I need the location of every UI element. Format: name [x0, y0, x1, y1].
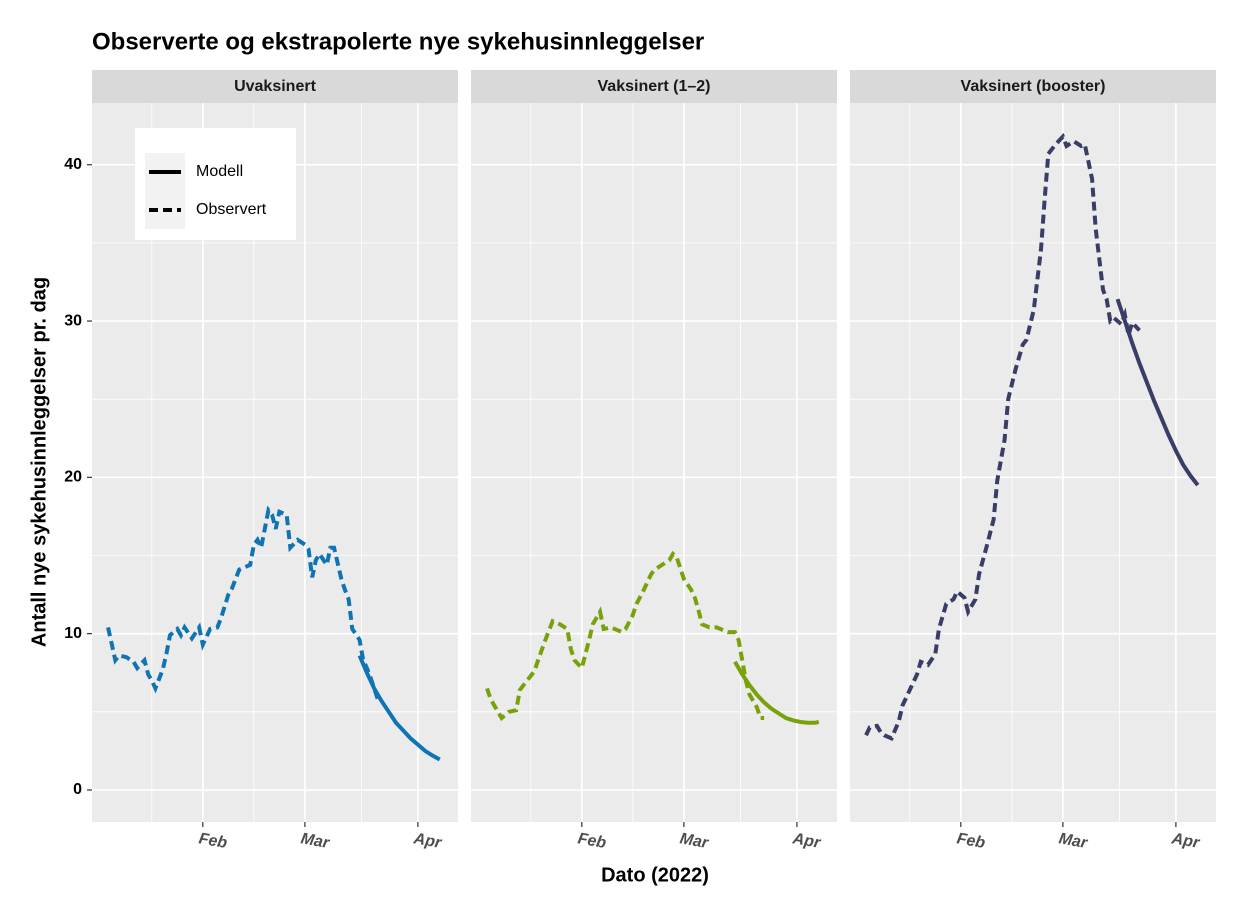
x-tick-label: Apr — [790, 830, 822, 852]
panel-background — [850, 103, 1216, 822]
x-tick-label: Feb — [576, 830, 607, 852]
x-tick-label: Apr — [1169, 830, 1201, 852]
strip-label: Vaksinert (booster) — [961, 78, 1106, 95]
y-tick-label: 10 — [64, 625, 82, 642]
legend-label: Observert — [196, 201, 267, 218]
series-line — [1115, 298, 1200, 487]
x-axis-label: Dato (2022) — [601, 864, 709, 886]
strip-background — [92, 70, 458, 103]
strip-background — [850, 70, 1216, 103]
series-line — [485, 550, 765, 722]
y-tick-label: 40 — [64, 156, 82, 173]
x-tick-label: Feb — [197, 830, 228, 852]
x-tick-label: Mar — [1057, 830, 1089, 852]
series-line — [357, 654, 441, 762]
legend-label: Modell — [196, 163, 243, 180]
y-tick-label: 0 — [73, 781, 82, 798]
x-tick-label: Mar — [299, 830, 331, 852]
panel-background — [471, 103, 837, 822]
strip-background — [471, 70, 837, 103]
strip-label: Vaksinert (1–2) — [598, 78, 711, 95]
chart-title: Observerte og ekstrapolerte nye sykehusi… — [92, 28, 704, 55]
series-line — [106, 505, 380, 700]
x-tick-label: Feb — [955, 830, 986, 852]
y-axis-label: Antall nye sykehusinnleggelser pr. dag — [28, 277, 50, 647]
y-tick-label: 30 — [64, 312, 82, 329]
strip-label: Uvaksinert — [234, 78, 316, 95]
series-line — [733, 660, 820, 725]
y-tick-label: 20 — [64, 469, 82, 486]
x-tick-label: Mar — [678, 830, 710, 852]
x-tick-label: Apr — [411, 830, 443, 852]
series-line — [864, 132, 1141, 742]
